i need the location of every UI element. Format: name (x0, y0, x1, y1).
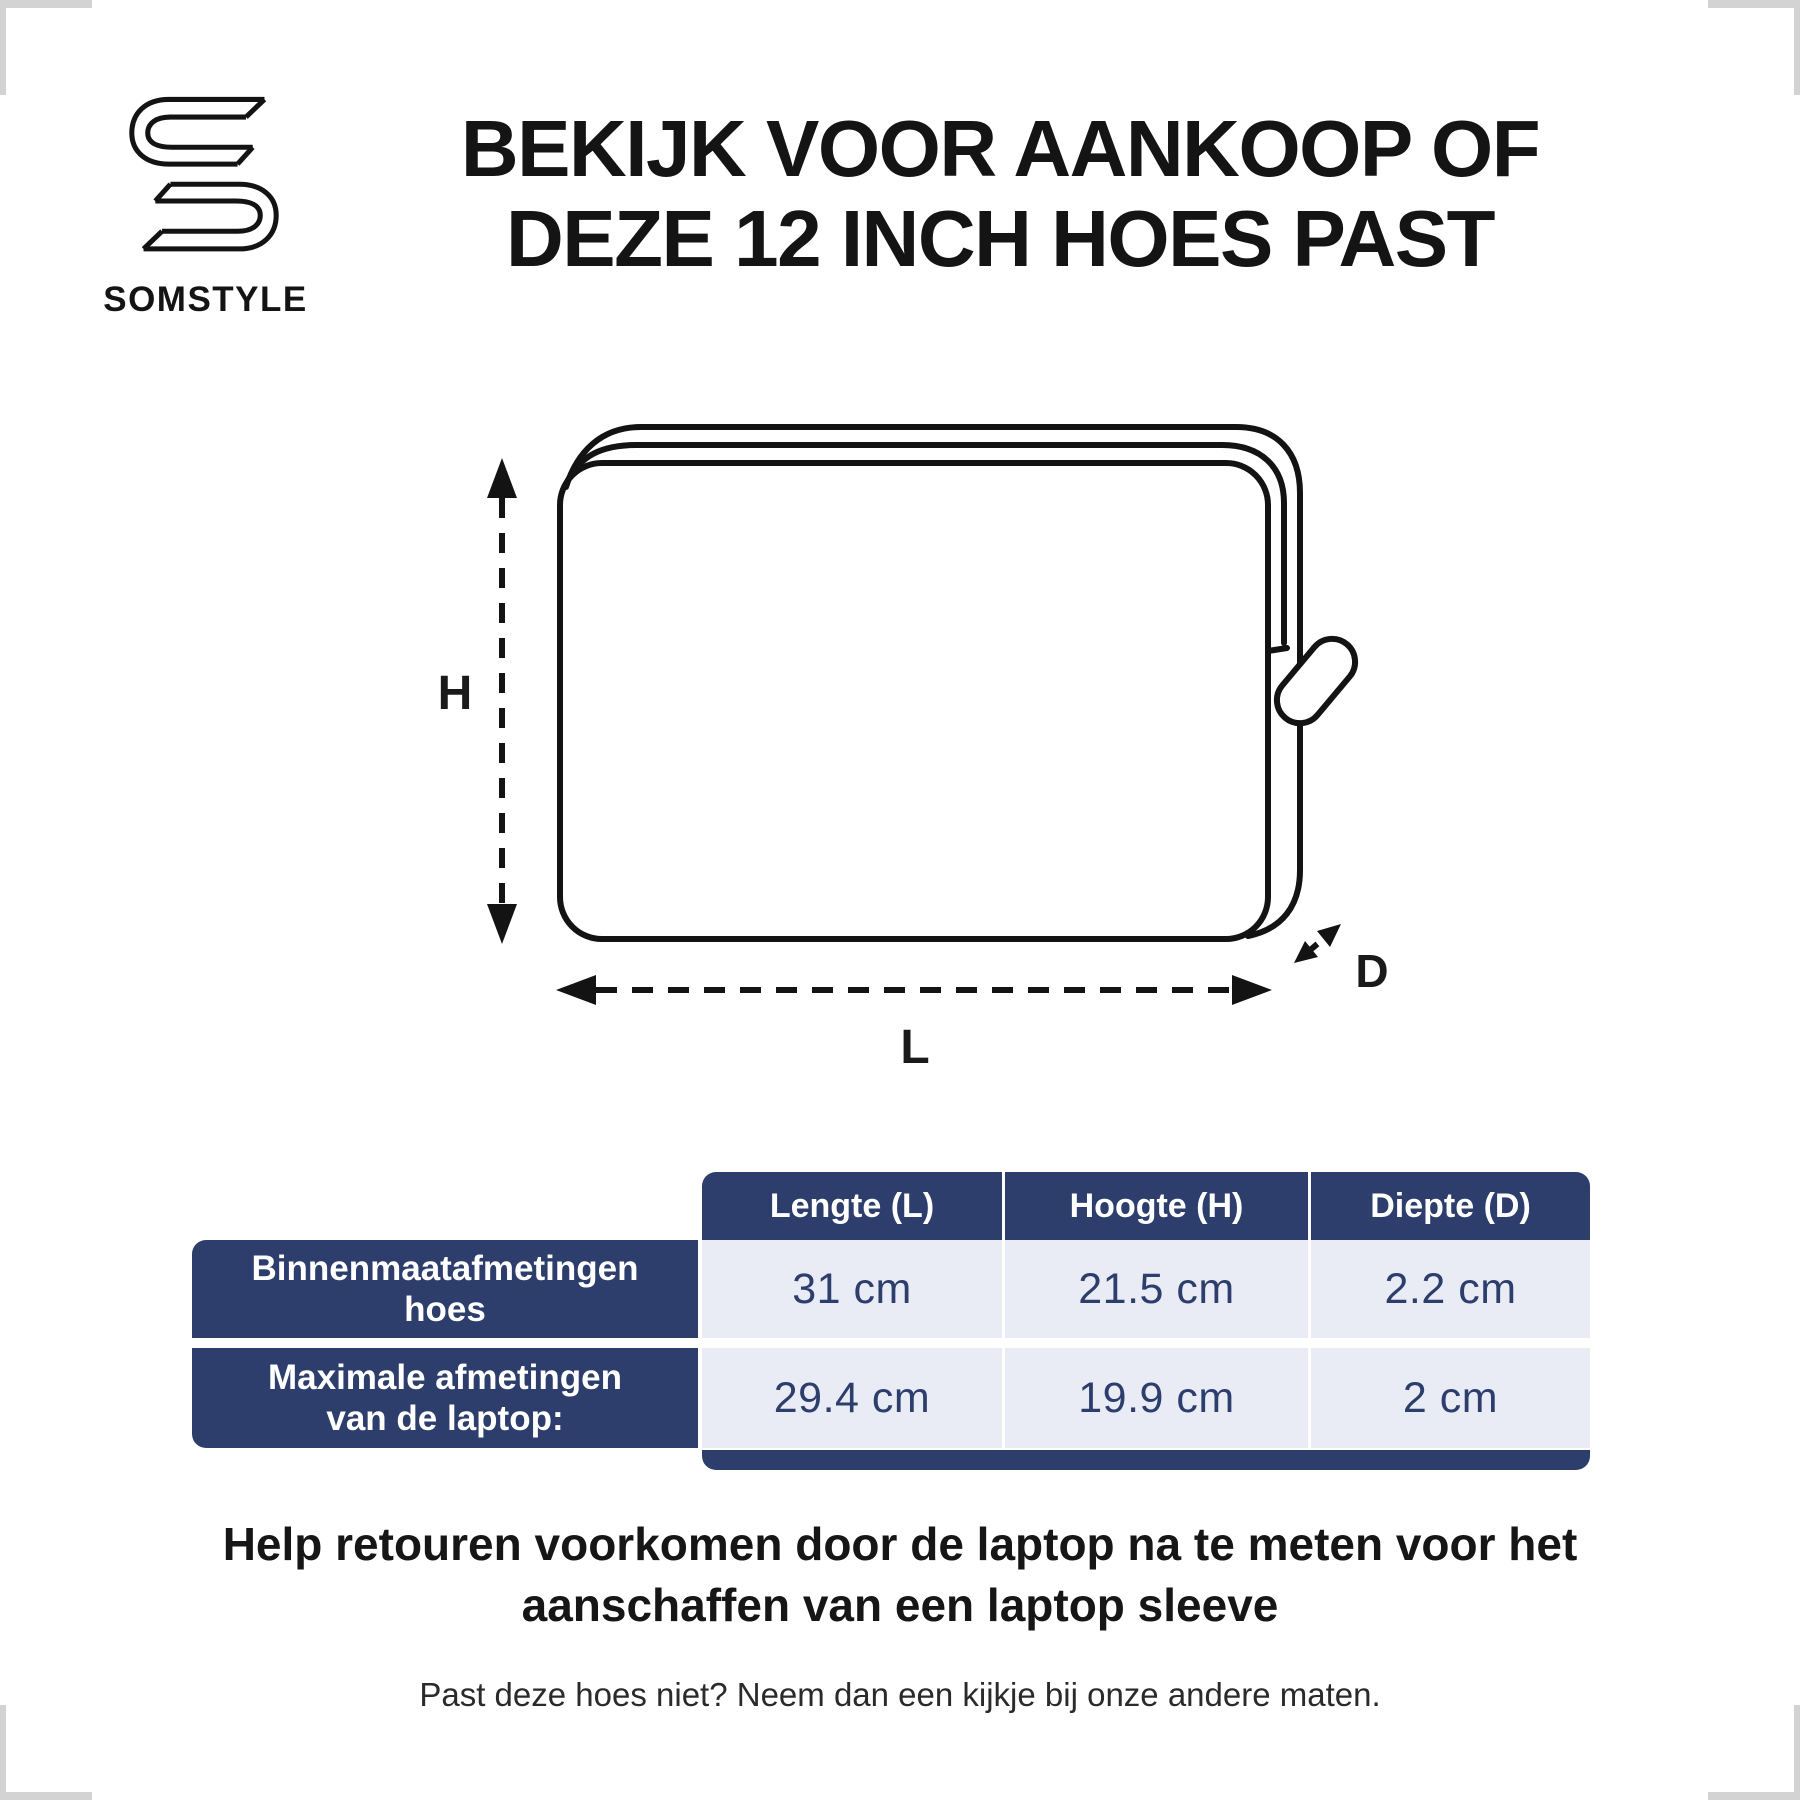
somstyle-logo-icon (129, 96, 279, 252)
sleeve-flap-line-outer (563, 424, 1303, 939)
page-title: BEKIJK VOOR AANKOOP OF DEZE 12 INCH HOES… (460, 104, 1541, 284)
length-label: L (900, 1021, 930, 1074)
row-label-inner-size: Binnenmaatafmetingen hoes (192, 1240, 698, 1338)
table-row-inner-size: 31 cm 21.5 cm 2.2 cm (702, 1240, 1590, 1338)
zipper-attach-tick (1265, 645, 1290, 654)
frame-corner-top-right-h (1708, 0, 1800, 8)
value-max-height: 19.9 cm (1002, 1348, 1308, 1448)
footer-note: Past deze hoes niet? Neem dan een kijkje… (419, 1676, 1381, 1713)
size-table-header-row: Lengte (L) Hoogte (H) Diepte (D) (702, 1172, 1590, 1240)
frame-corner-top-left-h (0, 0, 92, 8)
zipper-pull (1273, 635, 1359, 727)
frame-corner-bottom-right-v (1794, 1705, 1800, 1800)
frame-corner-bottom-left-h (0, 1792, 92, 1800)
height-label: H (437, 667, 473, 720)
frame-corner-bottom-left-v (0, 1705, 6, 1800)
table-bottom-bar (702, 1450, 1590, 1470)
height-arrow (487, 458, 517, 944)
table-row-max-laptop: 29.4 cm 19.9 cm 2 cm (702, 1348, 1590, 1448)
row-label-max-laptop: Maximale afmetingen van de laptop: (192, 1348, 698, 1448)
brand-name: SOMSTYLE (103, 280, 308, 319)
value-inner-length: 31 cm (702, 1240, 1002, 1338)
frame-corner-top-left-v (0, 0, 6, 95)
value-inner-depth: 2.2 cm (1308, 1240, 1590, 1338)
value-max-length: 29.4 cm (702, 1348, 1002, 1448)
frame-corner-bottom-right-h (1708, 1792, 1800, 1800)
sleeve-body-outline (557, 460, 1271, 942)
sleeve-flap-line-middle (564, 442, 1287, 646)
length-arrow (556, 975, 1272, 1005)
value-inner-height: 21.5 cm (1002, 1240, 1308, 1338)
value-max-depth: 2 cm (1308, 1348, 1590, 1448)
frame-corner-top-right-v (1794, 0, 1800, 95)
header-cell-length: Lengte (L) (702, 1172, 1002, 1240)
header-cell-depth: Diepte (D) (1308, 1172, 1590, 1240)
header-cell-height: Hoogte (H) (1002, 1172, 1308, 1240)
footer-headline: Help retouren voorkomen door de laptop n… (222, 1518, 1578, 1632)
depth-label: D (1355, 945, 1389, 997)
depth-arrow (1294, 924, 1341, 963)
